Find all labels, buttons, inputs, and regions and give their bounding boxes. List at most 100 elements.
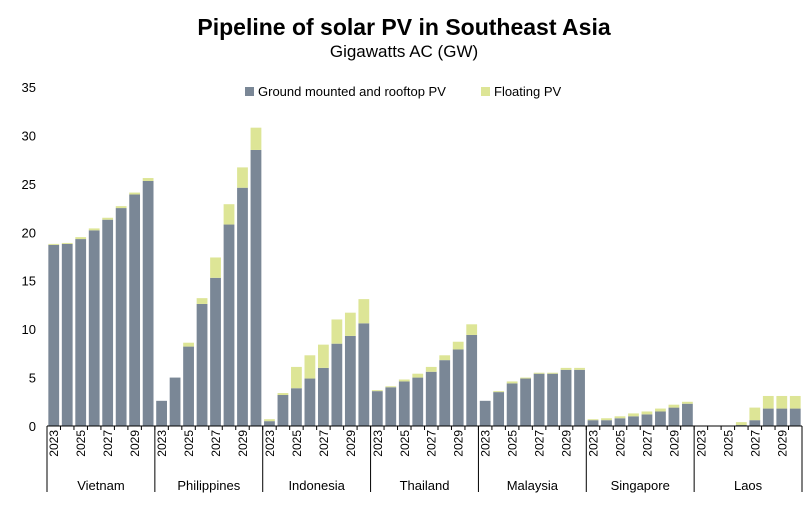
bar-ground [129, 194, 141, 426]
x-tick-label-year: 2029 [667, 430, 681, 457]
bar-ground [587, 420, 599, 426]
bar-floating [452, 341, 464, 350]
bar-floating [291, 366, 302, 389]
x-group-label: Malaysia [507, 478, 559, 493]
x-group-label: Thailand [400, 478, 450, 493]
bar-ground [628, 416, 639, 426]
bar-floating [142, 178, 154, 181]
x-tick-label-year: 2023 [694, 430, 708, 457]
x-tick-label-year: 2023 [263, 430, 277, 457]
bar-floating [668, 404, 680, 408]
bar-ground [317, 367, 329, 426]
bar-ground [493, 392, 505, 426]
y-tick-label: 30 [22, 128, 36, 143]
bar-floating [88, 228, 100, 231]
bar-floating [493, 391, 505, 393]
x-tick-label-year: 2027 [533, 430, 547, 457]
bar-floating [749, 407, 761, 421]
bar-ground [547, 373, 558, 426]
x-tick-label-year: 2023 [587, 430, 601, 457]
bar-floating [587, 419, 599, 421]
bar-ground [61, 243, 73, 426]
bar-floating [466, 324, 478, 335]
legend-label-ground: Ground mounted and rooftop PV [258, 84, 446, 99]
bar-ground [614, 418, 626, 426]
bar-ground [425, 371, 437, 426]
bar-ground [102, 219, 114, 426]
x-tick-label-year: 2027 [209, 430, 223, 457]
chart-title: Pipeline of solar PV in Southeast Asia [197, 14, 611, 40]
bar-ground [682, 403, 693, 426]
bar-ground [506, 383, 518, 426]
bar-ground [169, 377, 181, 426]
x-tick-label-year: 2029 [452, 430, 466, 457]
bar-ground [668, 407, 680, 426]
legend-swatch-floating [481, 87, 490, 96]
bar-ground [156, 400, 167, 426]
x-tick-label-year: 2025 [290, 430, 304, 457]
bar-floating [304, 355, 316, 379]
bar-floating [682, 401, 693, 404]
x-tick-label-year: 2023 [155, 430, 169, 457]
bar-floating [210, 257, 221, 278]
bar-floating [358, 299, 370, 324]
x-tick-label-year: 2025 [721, 430, 735, 457]
bar-floating [344, 312, 356, 336]
bar-floating [102, 217, 114, 220]
bar-floating [412, 373, 424, 378]
x-tick-label-year: 2027 [748, 430, 762, 457]
x-tick-label-year: 2029 [775, 430, 789, 457]
bar-ground [385, 387, 397, 426]
bar-floating [560, 367, 572, 370]
x-tick-label-year: 2023 [371, 430, 385, 457]
bar-ground [304, 378, 316, 426]
bar-ground [655, 411, 666, 426]
y-tick-label: 35 [22, 80, 36, 95]
x-tick-label-year: 2025 [613, 430, 627, 457]
x-tick-label-year: 2025 [182, 430, 196, 457]
bar-ground [75, 239, 87, 426]
bar-floating [628, 413, 639, 417]
x-group-label: Indonesia [288, 478, 345, 493]
bar-ground [250, 149, 262, 426]
bar-floating [614, 416, 626, 419]
x-tick-label-year: 2027 [317, 430, 331, 457]
bar-ground [344, 335, 356, 426]
bar-floating [425, 366, 437, 372]
bar-ground [452, 349, 464, 426]
bar-floating [398, 379, 410, 382]
bar-floating [129, 192, 141, 195]
bar-ground [560, 369, 572, 426]
bar-ground [371, 391, 383, 426]
bar-ground [358, 323, 370, 426]
bar-ground [48, 244, 60, 426]
bar-floating [48, 243, 60, 245]
bar-floating [223, 204, 235, 225]
bar-floating [735, 422, 747, 426]
legend-label-floating: Floating PV [494, 84, 562, 99]
x-tick-label-year: 2029 [128, 430, 142, 457]
y-tick-label: 25 [22, 177, 36, 192]
bar-floating [115, 206, 127, 209]
bar-ground [196, 303, 208, 426]
bar-floating [762, 395, 774, 409]
bar-ground [331, 343, 343, 426]
x-tick-label-year: 2023 [47, 430, 61, 457]
bar-ground [789, 408, 801, 426]
bar-floating [264, 419, 275, 422]
x-group-label: Singapore [611, 478, 670, 493]
y-tick-label: 15 [22, 274, 36, 289]
x-tick-label-year: 2027 [425, 430, 439, 457]
bar-floating [61, 242, 73, 244]
bar-ground [749, 420, 761, 426]
bar-floating [317, 344, 329, 368]
bar-floating [250, 127, 262, 150]
chart-subtitle: Gigawatts AC (GW) [329, 42, 479, 61]
bar-floating [655, 408, 666, 412]
bar-floating [574, 367, 585, 370]
x-tick-label-year: 2027 [640, 430, 654, 457]
y-tick-label: 10 [22, 322, 36, 337]
x-group-label: Vietnam [77, 478, 124, 493]
bar-ground [466, 334, 478, 426]
bar-floating [439, 355, 451, 361]
